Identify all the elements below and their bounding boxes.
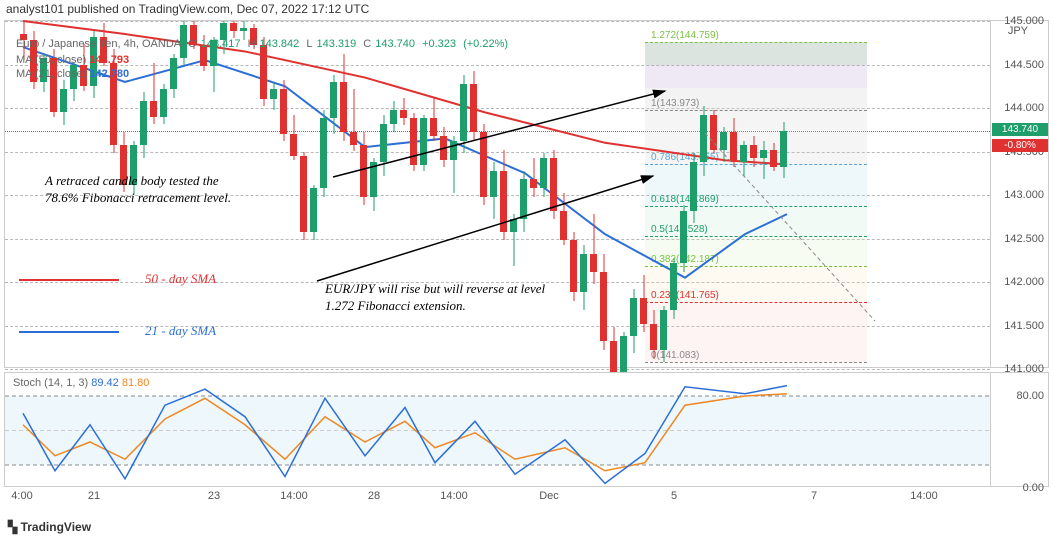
stoch-axis: 80.000.00 [990, 373, 1048, 486]
tradingview-logo: ▚ TradingView [8, 520, 91, 534]
main-chart[interactable]: JPY 1.272(144.759)1(143.973)0.786(143.35… [4, 20, 1049, 368]
time-axis: 4:00212314:002814:00Dec5714:00 [4, 490, 1049, 510]
price-axis: 145.000144.500144.000143.500143.000142.5… [990, 21, 1048, 367]
stoch-panel[interactable]: Stoch (14, 1, 3) 89.42 81.80 80.000.00 [4, 372, 1049, 487]
arrows [5, 21, 1048, 367]
ma21-label: MA (21, close) 142.780 [16, 68, 129, 80]
symbol-info: Euro / Japanese Yen, 4h, OANDA O143.417 … [16, 38, 512, 50]
publish-header: analyst101 published on TradingView.com,… [6, 2, 369, 16]
stoch-lines [5, 373, 1048, 486]
ma50-label: MA (50, close) 143.793 [16, 54, 129, 66]
